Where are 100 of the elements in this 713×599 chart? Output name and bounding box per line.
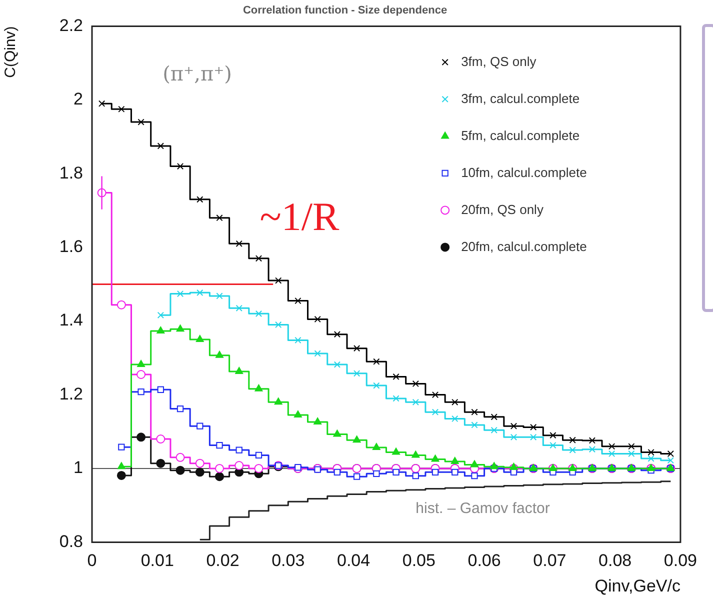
y-tick-label: 2 [74, 90, 83, 109]
point [294, 297, 302, 304]
x-tick-label: 0.05 [402, 551, 436, 570]
point [156, 434, 166, 444]
point [452, 415, 458, 422]
point [116, 300, 126, 310]
point [234, 461, 244, 470]
point [353, 473, 360, 480]
y-tick-label: 0.8 [59, 532, 83, 551]
point [118, 106, 125, 112]
legend-label: 5fm, calcul.complete [461, 128, 580, 143]
point [138, 388, 144, 396]
point [628, 450, 635, 458]
point [452, 398, 458, 406]
point [510, 462, 518, 470]
point [628, 443, 635, 450]
point [352, 436, 361, 443]
point [471, 422, 478, 428]
point [412, 472, 419, 480]
point [490, 462, 498, 470]
chart-title: Correlation function - Size dependence [242, 4, 448, 17]
legend-label: 20fm, QS only [461, 202, 544, 217]
point [432, 468, 439, 476]
point [117, 462, 126, 470]
point [373, 470, 380, 477]
y-tick-label: 1 [74, 458, 83, 478]
y-tick-label: 1.8 [59, 163, 83, 182]
point [510, 422, 518, 430]
point [648, 455, 654, 462]
point [255, 255, 262, 262]
point [588, 446, 596, 453]
x-axis-title: Qinv,GeV/c [594, 576, 681, 596]
point [372, 442, 380, 450]
point [412, 450, 420, 458]
point [470, 460, 478, 468]
point [136, 432, 146, 442]
y-tick-label: 1.2 [59, 384, 83, 404]
point [373, 382, 380, 389]
x-tick-label: 0.02 [206, 551, 240, 570]
point [550, 432, 556, 439]
point [333, 430, 342, 437]
point [588, 437, 596, 444]
point [471, 472, 478, 480]
point [373, 358, 380, 365]
y-tick-label: 1.6 [59, 237, 83, 256]
point [255, 452, 262, 459]
point [550, 442, 556, 449]
y-tick-label: 2.2 [59, 16, 83, 35]
point [255, 310, 262, 318]
point [116, 470, 126, 480]
point [176, 162, 184, 170]
legend-label: 3fm, calcul.complete [461, 90, 580, 106]
point [216, 292, 223, 300]
point [392, 373, 400, 380]
y-tick-label: 1.4 [59, 310, 83, 330]
point [334, 331, 341, 338]
point [412, 380, 419, 388]
x-tick-label: 0.07 [533, 551, 566, 570]
point [667, 450, 674, 458]
point [156, 458, 166, 468]
point [431, 454, 440, 462]
point [156, 326, 165, 334]
point [196, 196, 204, 203]
point [176, 290, 184, 298]
annotation: hist. – Gamov factor [416, 500, 550, 517]
legend-label: 20fm, calcul.complete [461, 238, 587, 254]
point [432, 391, 439, 398]
point [195, 458, 204, 468]
point [530, 434, 537, 440]
annotation: (π⁺,π⁺) [162, 61, 232, 86]
point [157, 312, 164, 318]
point [98, 100, 106, 107]
point [314, 350, 321, 357]
point [471, 408, 478, 416]
point [392, 448, 400, 455]
point [452, 468, 458, 476]
point [236, 446, 242, 454]
point [274, 398, 282, 405]
x-tick-label: 0.03 [272, 551, 305, 570]
point [137, 360, 145, 368]
point [236, 304, 242, 312]
point [314, 466, 321, 473]
point [314, 316, 321, 323]
legend-label: 3fm, QS only [461, 54, 537, 69]
point [314, 418, 322, 425]
point [254, 384, 263, 392]
point [157, 386, 164, 393]
point [412, 398, 419, 406]
annotation: ~1/R [260, 194, 340, 240]
point [196, 334, 204, 342]
x-tick-label: 0.09 [664, 551, 698, 570]
point [216, 350, 224, 358]
point [608, 443, 616, 450]
point [196, 289, 204, 296]
x-tick-label: 0.08 [598, 551, 632, 570]
point [490, 414, 498, 420]
point [176, 324, 184, 332]
point [215, 472, 224, 482]
point [432, 408, 439, 416]
x-tick-label: 0.04 [336, 551, 370, 570]
